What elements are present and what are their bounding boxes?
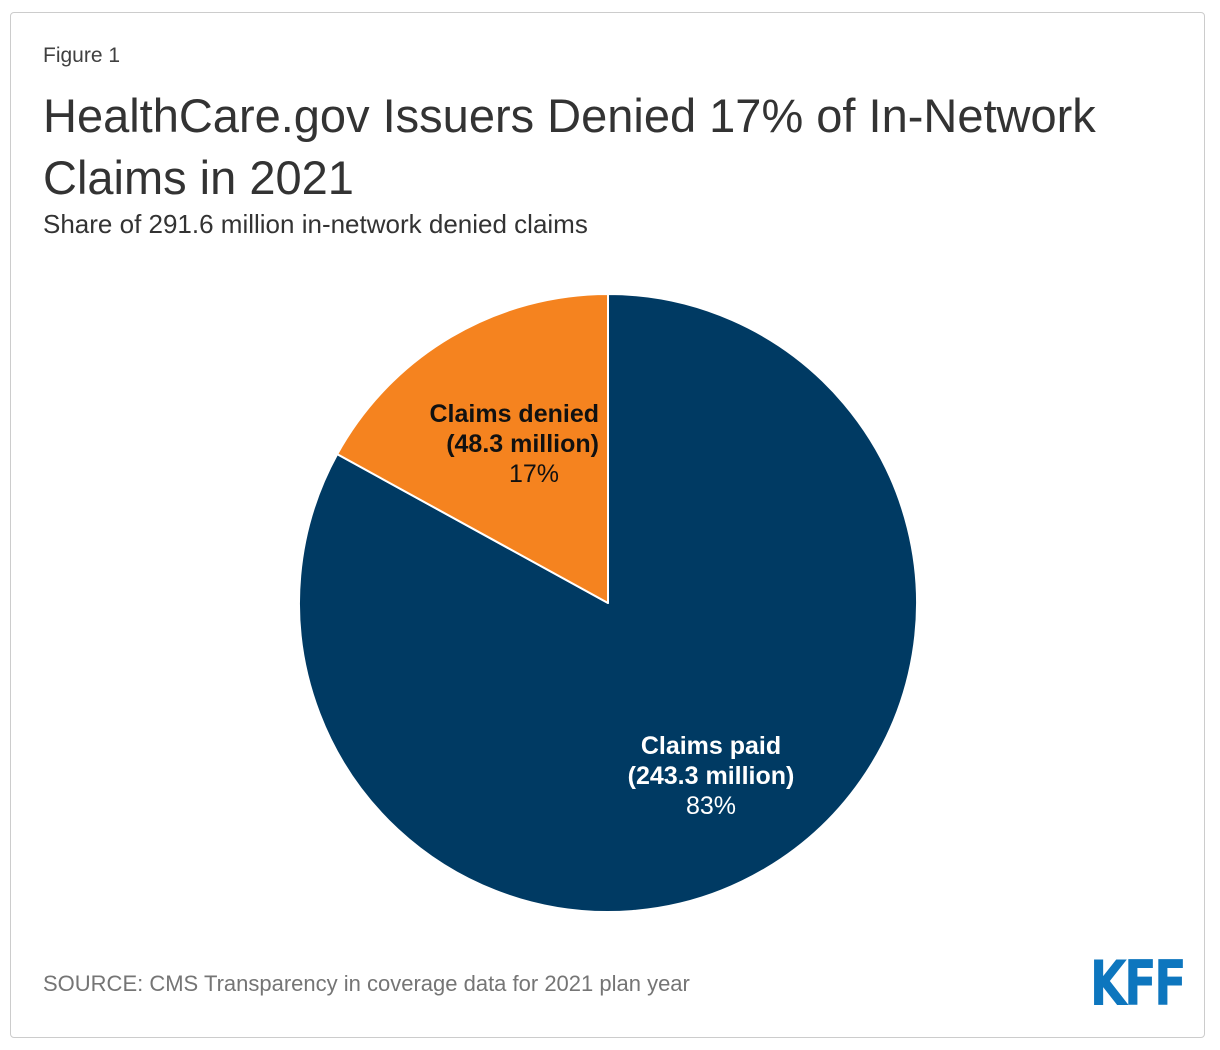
slice-label-name: Claims denied: [429, 400, 600, 428]
chart-title: HealthCare.gov Issuers Denied 17% of In-…: [43, 89, 1096, 204]
slice-label-name: Claims paid: [640, 732, 782, 760]
pie-chart: [298, 293, 918, 913]
slice-label-percent: 17%: [508, 460, 559, 488]
slice-label-value: (48.3 million): [446, 430, 599, 458]
figure-number-label: Figure 1: [43, 44, 121, 67]
source-note: SOURCE: CMS Transparency in coverage dat…: [43, 971, 690, 996]
pie-svg: [298, 293, 918, 913]
chart-subtitle: Share of 291.6 million in-network denied…: [43, 209, 588, 239]
slice-label-value: (243.3 million): [627, 762, 795, 790]
pie-slice-claims-denied: [336, 293, 609, 604]
kff-logo: KFF: [1089, 947, 1187, 1020]
slice-label-claims-denied: Claims denied (48.3 million) 17%: [430, 399, 600, 489]
slice-label-claims-paid: Claims paid (243.3 million) 83%: [628, 731, 795, 821]
slice-label-percent: 83%: [685, 792, 737, 820]
